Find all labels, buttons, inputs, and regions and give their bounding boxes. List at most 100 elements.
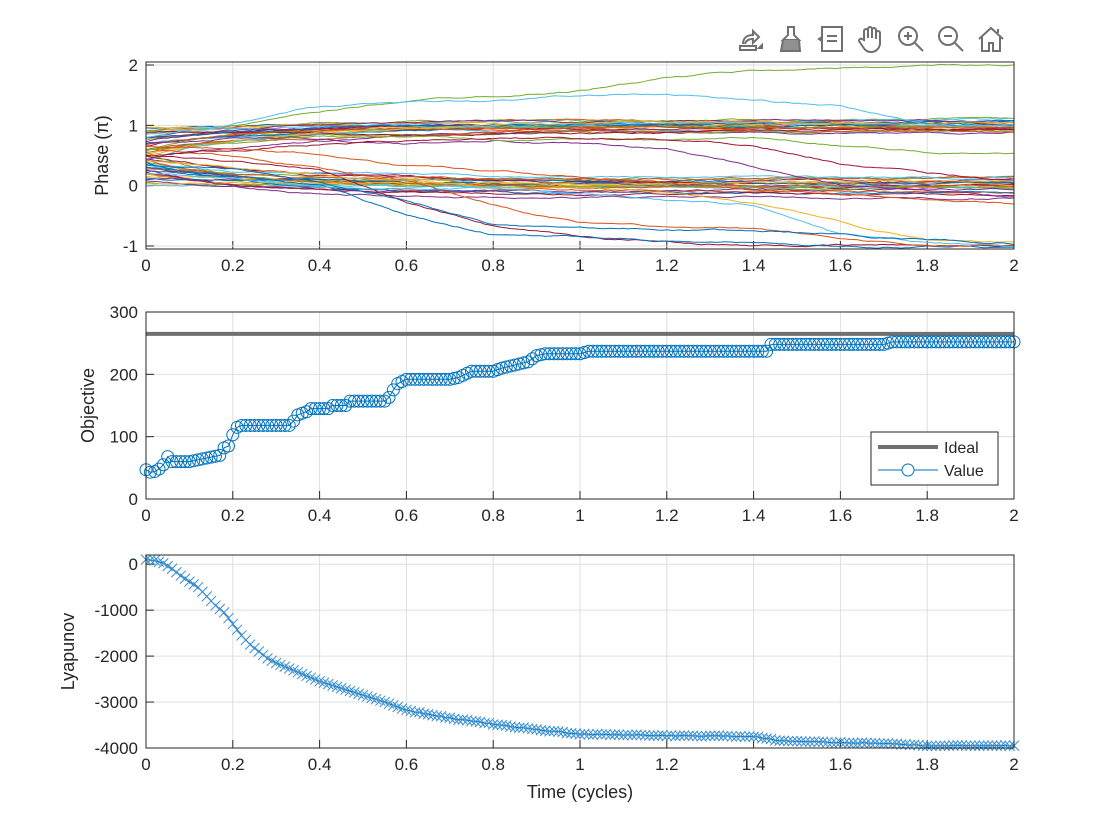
value-marker [421, 372, 435, 386]
value-marker [946, 335, 960, 349]
lyapunov-marker [874, 738, 885, 749]
lyapunov-marker [361, 691, 373, 702]
lyapunov-marker [943, 740, 955, 752]
lyapunov-marker [830, 737, 842, 749]
value-marker [651, 344, 665, 358]
lyapunov-marker [314, 676, 325, 687]
value-marker [499, 360, 513, 374]
value-marker [143, 465, 157, 479]
value-marker [226, 428, 240, 442]
lyapunov-marker [275, 659, 286, 671]
lyapunov-marker [700, 730, 712, 742]
lyapunov-marker [726, 731, 738, 742]
pan-button[interactable] [854, 22, 888, 56]
lyapunov-marker [340, 684, 351, 695]
lyapunov-marker [709, 730, 720, 742]
value-marker [308, 402, 322, 416]
value-marker [712, 344, 726, 358]
x-tick-label: 0.4 [308, 506, 332, 525]
zoom-out-button[interactable] [934, 22, 968, 56]
value-marker [269, 418, 283, 432]
export-button[interactable] [734, 22, 768, 56]
lyapunov-marker [539, 725, 551, 737]
lyapunov-marker [631, 729, 642, 741]
phase-series-line [146, 120, 1014, 156]
x-tick-label: 2 [1009, 256, 1018, 275]
value-marker [955, 335, 969, 349]
value-marker [595, 344, 609, 358]
value-marker [690, 344, 704, 358]
lyapunov-marker [279, 661, 291, 673]
value-marker [885, 335, 899, 349]
brush-button[interactable] [774, 22, 808, 56]
lyapunov-marker [370, 693, 382, 705]
value-marker [972, 335, 986, 349]
data-tips-button[interactable] [814, 22, 848, 56]
value-marker [864, 337, 878, 351]
value-marker [703, 344, 717, 358]
value-marker [590, 344, 604, 358]
y-tick-label: -2000 [95, 647, 138, 666]
value-marker [317, 402, 331, 416]
value-marker [547, 347, 561, 361]
value-marker [538, 347, 552, 361]
lyapunov-marker [409, 706, 421, 718]
lyapunov-marker [756, 732, 768, 744]
lyapunov-marker [522, 723, 534, 734]
value-marker [174, 455, 188, 469]
home-button[interactable] [974, 22, 1008, 56]
lyapunov-marker [144, 554, 156, 566]
value-marker [256, 418, 270, 432]
lyapunov-marker [223, 612, 234, 624]
lyapunov-marker [865, 738, 877, 749]
value-marker [408, 372, 422, 386]
value-marker [647, 344, 661, 358]
value-marker [751, 344, 765, 358]
value-marker [369, 394, 383, 408]
lyapunov-marker [570, 728, 582, 739]
lyapunov-marker [513, 722, 525, 734]
lyapunov-marker [991, 740, 1002, 751]
lyapunov-marker [774, 735, 785, 747]
lyapunov-marker [835, 736, 846, 748]
value-marker [816, 337, 830, 351]
value-marker [998, 335, 1012, 349]
value-marker [447, 371, 461, 385]
lyapunov-marker [678, 730, 690, 741]
value-marker [569, 347, 583, 361]
y-axis-label: Lyapunov [58, 613, 78, 690]
lyapunov-marker [292, 666, 304, 678]
lyapunov-marker [739, 731, 751, 743]
legend-ideal-label: Ideal [944, 440, 979, 457]
value-marker [326, 399, 340, 412]
value-marker [773, 337, 787, 351]
y-tick-label: 300 [110, 303, 138, 322]
value-marker [755, 344, 769, 358]
y-tick-label: 0 [129, 490, 138, 509]
lyapunov-marker [171, 566, 182, 578]
lyapunov-marker [322, 678, 334, 690]
phase-series-line [146, 146, 1014, 205]
lyapunov-marker [956, 740, 968, 751]
value-marker [564, 347, 578, 361]
lyapunov-marker [652, 730, 664, 741]
value-marker [846, 337, 860, 351]
lyapunov-marker [861, 737, 872, 749]
legend-box [870, 431, 999, 486]
lyapunov-marker [917, 740, 929, 752]
value-marker [734, 344, 748, 358]
zoom-in-button[interactable] [894, 22, 928, 56]
value-marker [534, 348, 548, 362]
value-marker [851, 337, 865, 351]
lyapunov-marker [561, 727, 573, 739]
lyapunov-marker [353, 688, 365, 700]
lyapunov-marker [787, 735, 799, 747]
lyapunov-marker [609, 729, 621, 741]
value-marker [899, 335, 912, 349]
value-marker [360, 394, 374, 408]
value-marker [738, 344, 752, 358]
value-marker [781, 337, 795, 351]
value-marker [417, 372, 431, 386]
lyapunov-marker [461, 714, 473, 726]
lyapunov-marker [583, 729, 595, 740]
